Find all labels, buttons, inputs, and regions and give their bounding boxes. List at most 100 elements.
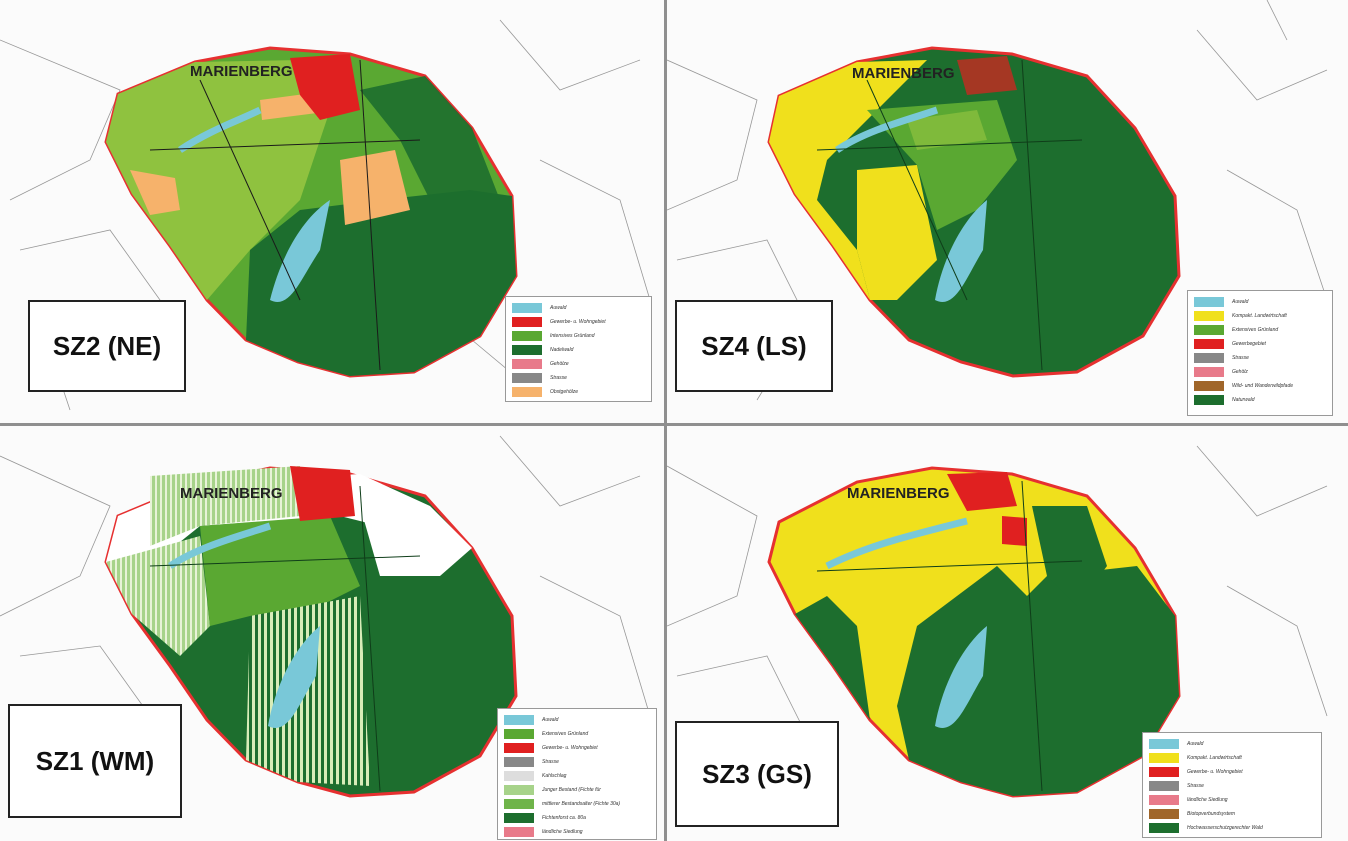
legend-item-text: Strasse: [542, 759, 559, 765]
town-label: MARIENBERG: [852, 65, 955, 82]
map-sz2: MARIENBERG: [0, 0, 664, 423]
legend-item: Fichtenforst ca. 80a: [504, 811, 650, 825]
legend-item: Wild- und Wanderwildpfade: [1194, 379, 1326, 393]
horizontal-divider: [0, 423, 1348, 426]
legend-item: Nadelwald: [512, 343, 645, 357]
scenario-label-box: SZ4 (LS): [675, 300, 833, 392]
legend-item-text: Obstgehölze: [550, 389, 579, 395]
legend-swatch: [504, 757, 534, 767]
scenario-label: SZ3 (GS): [702, 758, 812, 789]
legend-item-text: Junger Bestand (Fichte für: [542, 787, 601, 793]
legend-item-text: Intensives Grünland: [550, 333, 595, 339]
legend-swatch: [1194, 311, 1224, 321]
legend-item: Gewerbegebiet: [1194, 337, 1326, 351]
legend-swatch: [504, 827, 534, 837]
legend-item-text: Auwald: [1187, 741, 1204, 747]
legend-item: Strasse: [1194, 351, 1326, 365]
scenario-label: SZ1 (WM): [35, 745, 155, 776]
legend-item-text: Fichtenforst ca. 80a: [542, 815, 586, 821]
legend-swatch: [1194, 339, 1224, 349]
legend-item-text: Hochwasserschutzgerechter Wald: [1187, 825, 1263, 831]
legend-swatch: [1194, 381, 1224, 391]
scenario-label-box: SZ3 (GS): [675, 721, 839, 827]
map-panel-sz1: MARIENBERG SZ1 (WM) Auwald Extensives Gr…: [0, 426, 664, 841]
legend-swatch: [504, 771, 534, 781]
legend-item: Strasse: [512, 371, 645, 385]
legend-swatch: [1194, 297, 1224, 307]
legend-swatch: [512, 373, 542, 383]
legend-swatch: [1149, 809, 1179, 819]
map-panel-sz2: MARIENBERG SZ2 (NE) Auwald Gewerbe- u. W…: [0, 0, 664, 423]
legend-item: Gewerbe- u. Wohngebiet: [504, 741, 650, 755]
legend-item-text: Strasse: [1187, 783, 1204, 789]
legend-item: Gehölz: [1194, 365, 1326, 379]
legend-item: Junger Bestand (Fichte für: [504, 783, 650, 797]
legend-sz3: Auwald Kompakt. Landwirtschaft Gewerbe- …: [1142, 732, 1322, 838]
legend-item: ländliche Siedlung: [504, 825, 650, 839]
map-panel-sz3: MARIENBERG SZ3 (GS) Auwald Kompakt. Land…: [667, 426, 1348, 841]
legend-item: mittlerer Bestandsalter (Fichte 30a): [504, 797, 650, 811]
legend-item-text: Auwald: [542, 717, 559, 723]
legend-item: Kompakt. Landwirtschaft: [1149, 751, 1315, 765]
legend-sz2: Auwald Gewerbe- u. Wohngebiet Intensives…: [505, 296, 652, 402]
legend-swatch: [1149, 739, 1179, 749]
legend-item-text: Nadelwald: [550, 347, 574, 353]
legend-item-text: Kahlschlag: [542, 773, 567, 779]
legend-item-text: ländliche Siedlung: [1187, 797, 1228, 803]
scenario-label: SZ4 (LS): [701, 330, 807, 361]
legend-item-text: Gehölz: [1232, 369, 1248, 375]
legend-item: Auwald: [512, 301, 645, 315]
legend-swatch: [504, 715, 534, 725]
legend-item: Biotopverbundsystem: [1149, 807, 1315, 821]
legend-item-text: Biotopverbundsystem: [1187, 811, 1236, 817]
legend-item-text: Wild- und Wanderwildpfade: [1232, 383, 1294, 389]
legend-item-text: Extensives Grünland: [542, 731, 589, 737]
legend-item-text: Kompakt. Landwirtschaft: [1187, 755, 1242, 761]
legend-sz1: Auwald Extensives Grünland Gewerbe- u. W…: [497, 708, 657, 840]
map-sz4: MARIENBERG: [667, 0, 1348, 423]
legend-item-text: Gewerbe- u. Wohngebiet: [542, 745, 598, 751]
legend-item: Kompakt. Landwirtschaft: [1194, 309, 1326, 323]
town-label: MARIENBERG: [180, 485, 283, 502]
legend-item: ländliche Siedlung: [1149, 793, 1315, 807]
legend-swatch: [512, 387, 542, 397]
legend-item: Auwald: [1194, 295, 1326, 309]
legend-swatch: [1194, 395, 1224, 405]
legend-item-text: Auwald: [550, 305, 567, 311]
legend-swatch: [504, 799, 534, 809]
legend-item: Naturwald: [1194, 393, 1326, 407]
legend-swatch: [1149, 823, 1179, 833]
legend-item: Gewerbe- u. Wohngebiet: [512, 315, 645, 329]
legend-item: Strasse: [1149, 779, 1315, 793]
legend-item-text: ländliche Siedlung: [542, 829, 583, 835]
legend-swatch: [1149, 753, 1179, 763]
legend-swatch: [512, 303, 542, 313]
legend-swatch: [1149, 781, 1179, 791]
legend-swatch: [504, 743, 534, 753]
legend-item-text: Gewerbe- u. Wohngebiet: [1187, 769, 1243, 775]
legend-swatch: [1194, 353, 1224, 363]
legend-item-text: Auwald: [1232, 299, 1249, 305]
legend-swatch: [1194, 367, 1224, 377]
scenario-label-box: SZ1 (WM): [8, 704, 182, 818]
legend-sz4: Auwald Kompakt. Landwirtschaft Extensive…: [1187, 290, 1333, 416]
legend-item: Gewerbe- u. Wohngebiet: [1149, 765, 1315, 779]
scenario-label: SZ2 (NE): [52, 330, 162, 361]
legend-item: Kahlschlag: [504, 769, 650, 783]
legend-item: Extensives Grünland: [504, 727, 650, 741]
legend-item: Auwald: [504, 713, 650, 727]
legend-swatch: [512, 345, 542, 355]
legend-swatch: [1149, 767, 1179, 777]
legend-swatch: [504, 785, 534, 795]
legend-item-text: mittlerer Bestandsalter (Fichte 30a): [542, 801, 621, 807]
legend-item: Auwald: [1149, 737, 1315, 751]
map-panel-sz4: MARIENBERG SZ4 (LS) Auwald Kompakt. Land…: [667, 0, 1348, 423]
legend-item-text: Gehölze: [550, 361, 569, 367]
town-label: MARIENBERG: [190, 63, 293, 80]
scenario-label-box: SZ2 (NE): [28, 300, 186, 392]
legend-item-text: Naturwald: [1232, 397, 1255, 403]
town-label: MARIENBERG: [847, 485, 950, 502]
legend-swatch: [1194, 325, 1224, 335]
legend-swatch: [504, 729, 534, 739]
legend-item: Extensives Grünland: [1194, 323, 1326, 337]
